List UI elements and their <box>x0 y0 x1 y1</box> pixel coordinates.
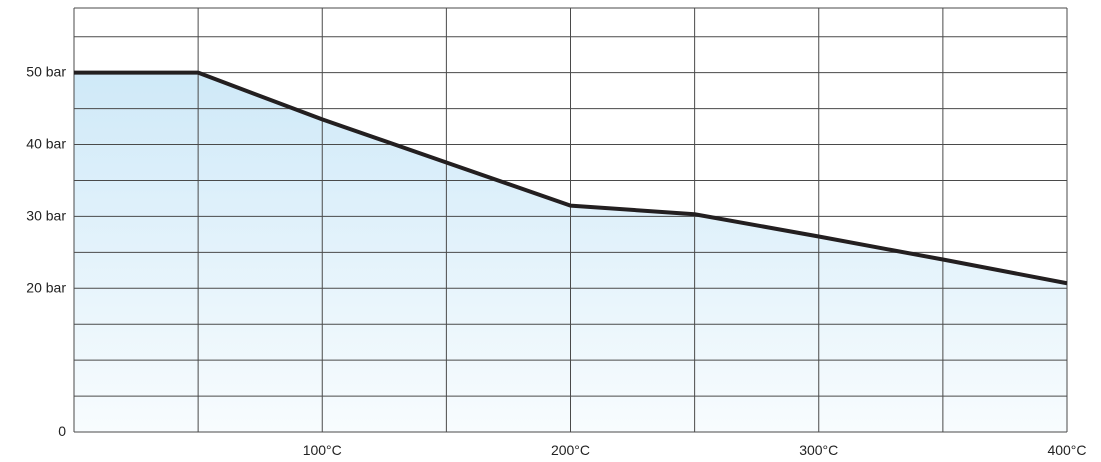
x-tick-label: 200°C <box>551 442 590 458</box>
y-tick-label: 40 bar <box>26 136 66 152</box>
series-line-layer <box>73 70 1068 286</box>
y-tick-label: 0 <box>58 423 66 439</box>
tick-labels: 0 20 bar 30 bar 40 bar 50 bar 100°C 200°C 300°C… <box>26 64 1086 458</box>
y-tick-label: 30 bar <box>26 207 66 223</box>
grid <box>73 7 1068 433</box>
x-tick-label: 300°C <box>799 442 838 458</box>
y-tick-label: 50 bar <box>26 64 66 80</box>
x-tick-label: 100°C <box>303 442 342 458</box>
x-tick-label: 400°C <box>1047 442 1086 458</box>
y-tick-label: 20 bar <box>26 279 66 295</box>
